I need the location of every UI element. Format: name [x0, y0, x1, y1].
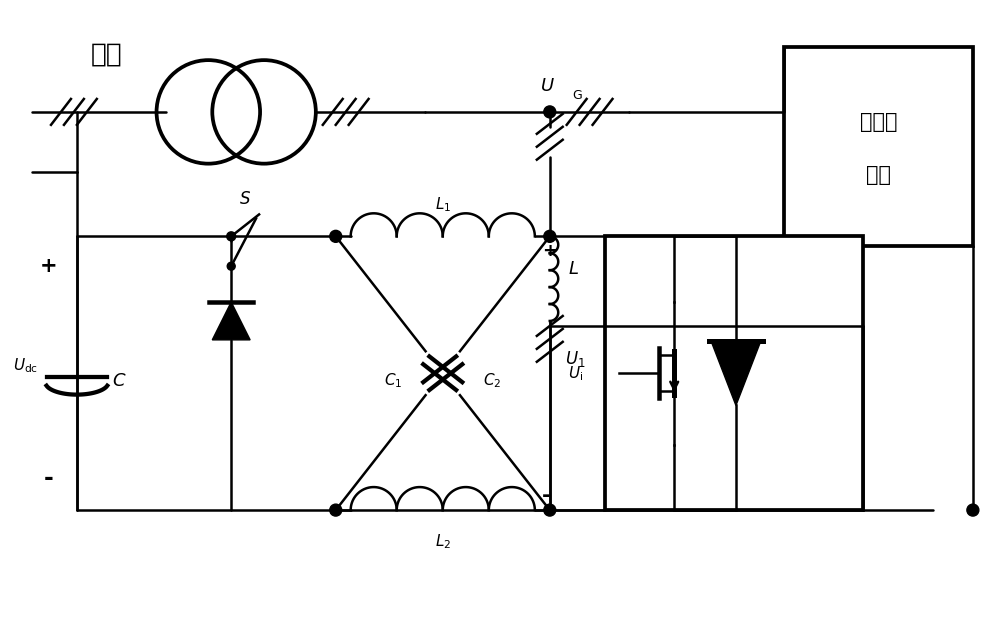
Text: -: -	[44, 466, 54, 490]
Text: $S$: $S$	[239, 191, 251, 209]
Text: $L$: $L$	[568, 260, 579, 278]
Text: $L_1$: $L_1$	[435, 196, 451, 214]
Circle shape	[330, 504, 342, 516]
FancyBboxPatch shape	[784, 47, 973, 247]
Text: $L_2$: $L_2$	[435, 532, 451, 551]
FancyBboxPatch shape	[605, 237, 863, 510]
Text: +: +	[40, 256, 58, 276]
Polygon shape	[212, 302, 250, 340]
Text: $C_1$: $C_1$	[384, 371, 402, 389]
Circle shape	[544, 106, 556, 118]
Polygon shape	[711, 341, 761, 406]
Text: $U_{\rm i}$: $U_{\rm i}$	[568, 364, 583, 383]
Text: $U_1$: $U_1$	[565, 349, 585, 369]
Text: -: -	[542, 486, 550, 506]
Text: $\mathrm{G}$: $\mathrm{G}$	[572, 89, 582, 102]
Circle shape	[227, 262, 235, 270]
Bar	[232, 60, 259, 164]
Text: 非线性: 非线性	[860, 112, 897, 132]
Text: 电网: 电网	[91, 41, 123, 67]
Text: $C$: $C$	[112, 372, 126, 390]
Circle shape	[544, 230, 556, 242]
Text: $U$: $U$	[540, 77, 555, 95]
Text: 负载: 负载	[866, 165, 891, 184]
Circle shape	[227, 232, 236, 241]
Circle shape	[967, 504, 979, 516]
Circle shape	[544, 504, 556, 516]
Text: +: +	[542, 242, 557, 260]
Text: $U_{\rm dc}$: $U_{\rm dc}$	[13, 356, 38, 375]
Text: $C_2$: $C_2$	[483, 371, 502, 389]
Circle shape	[330, 230, 342, 242]
